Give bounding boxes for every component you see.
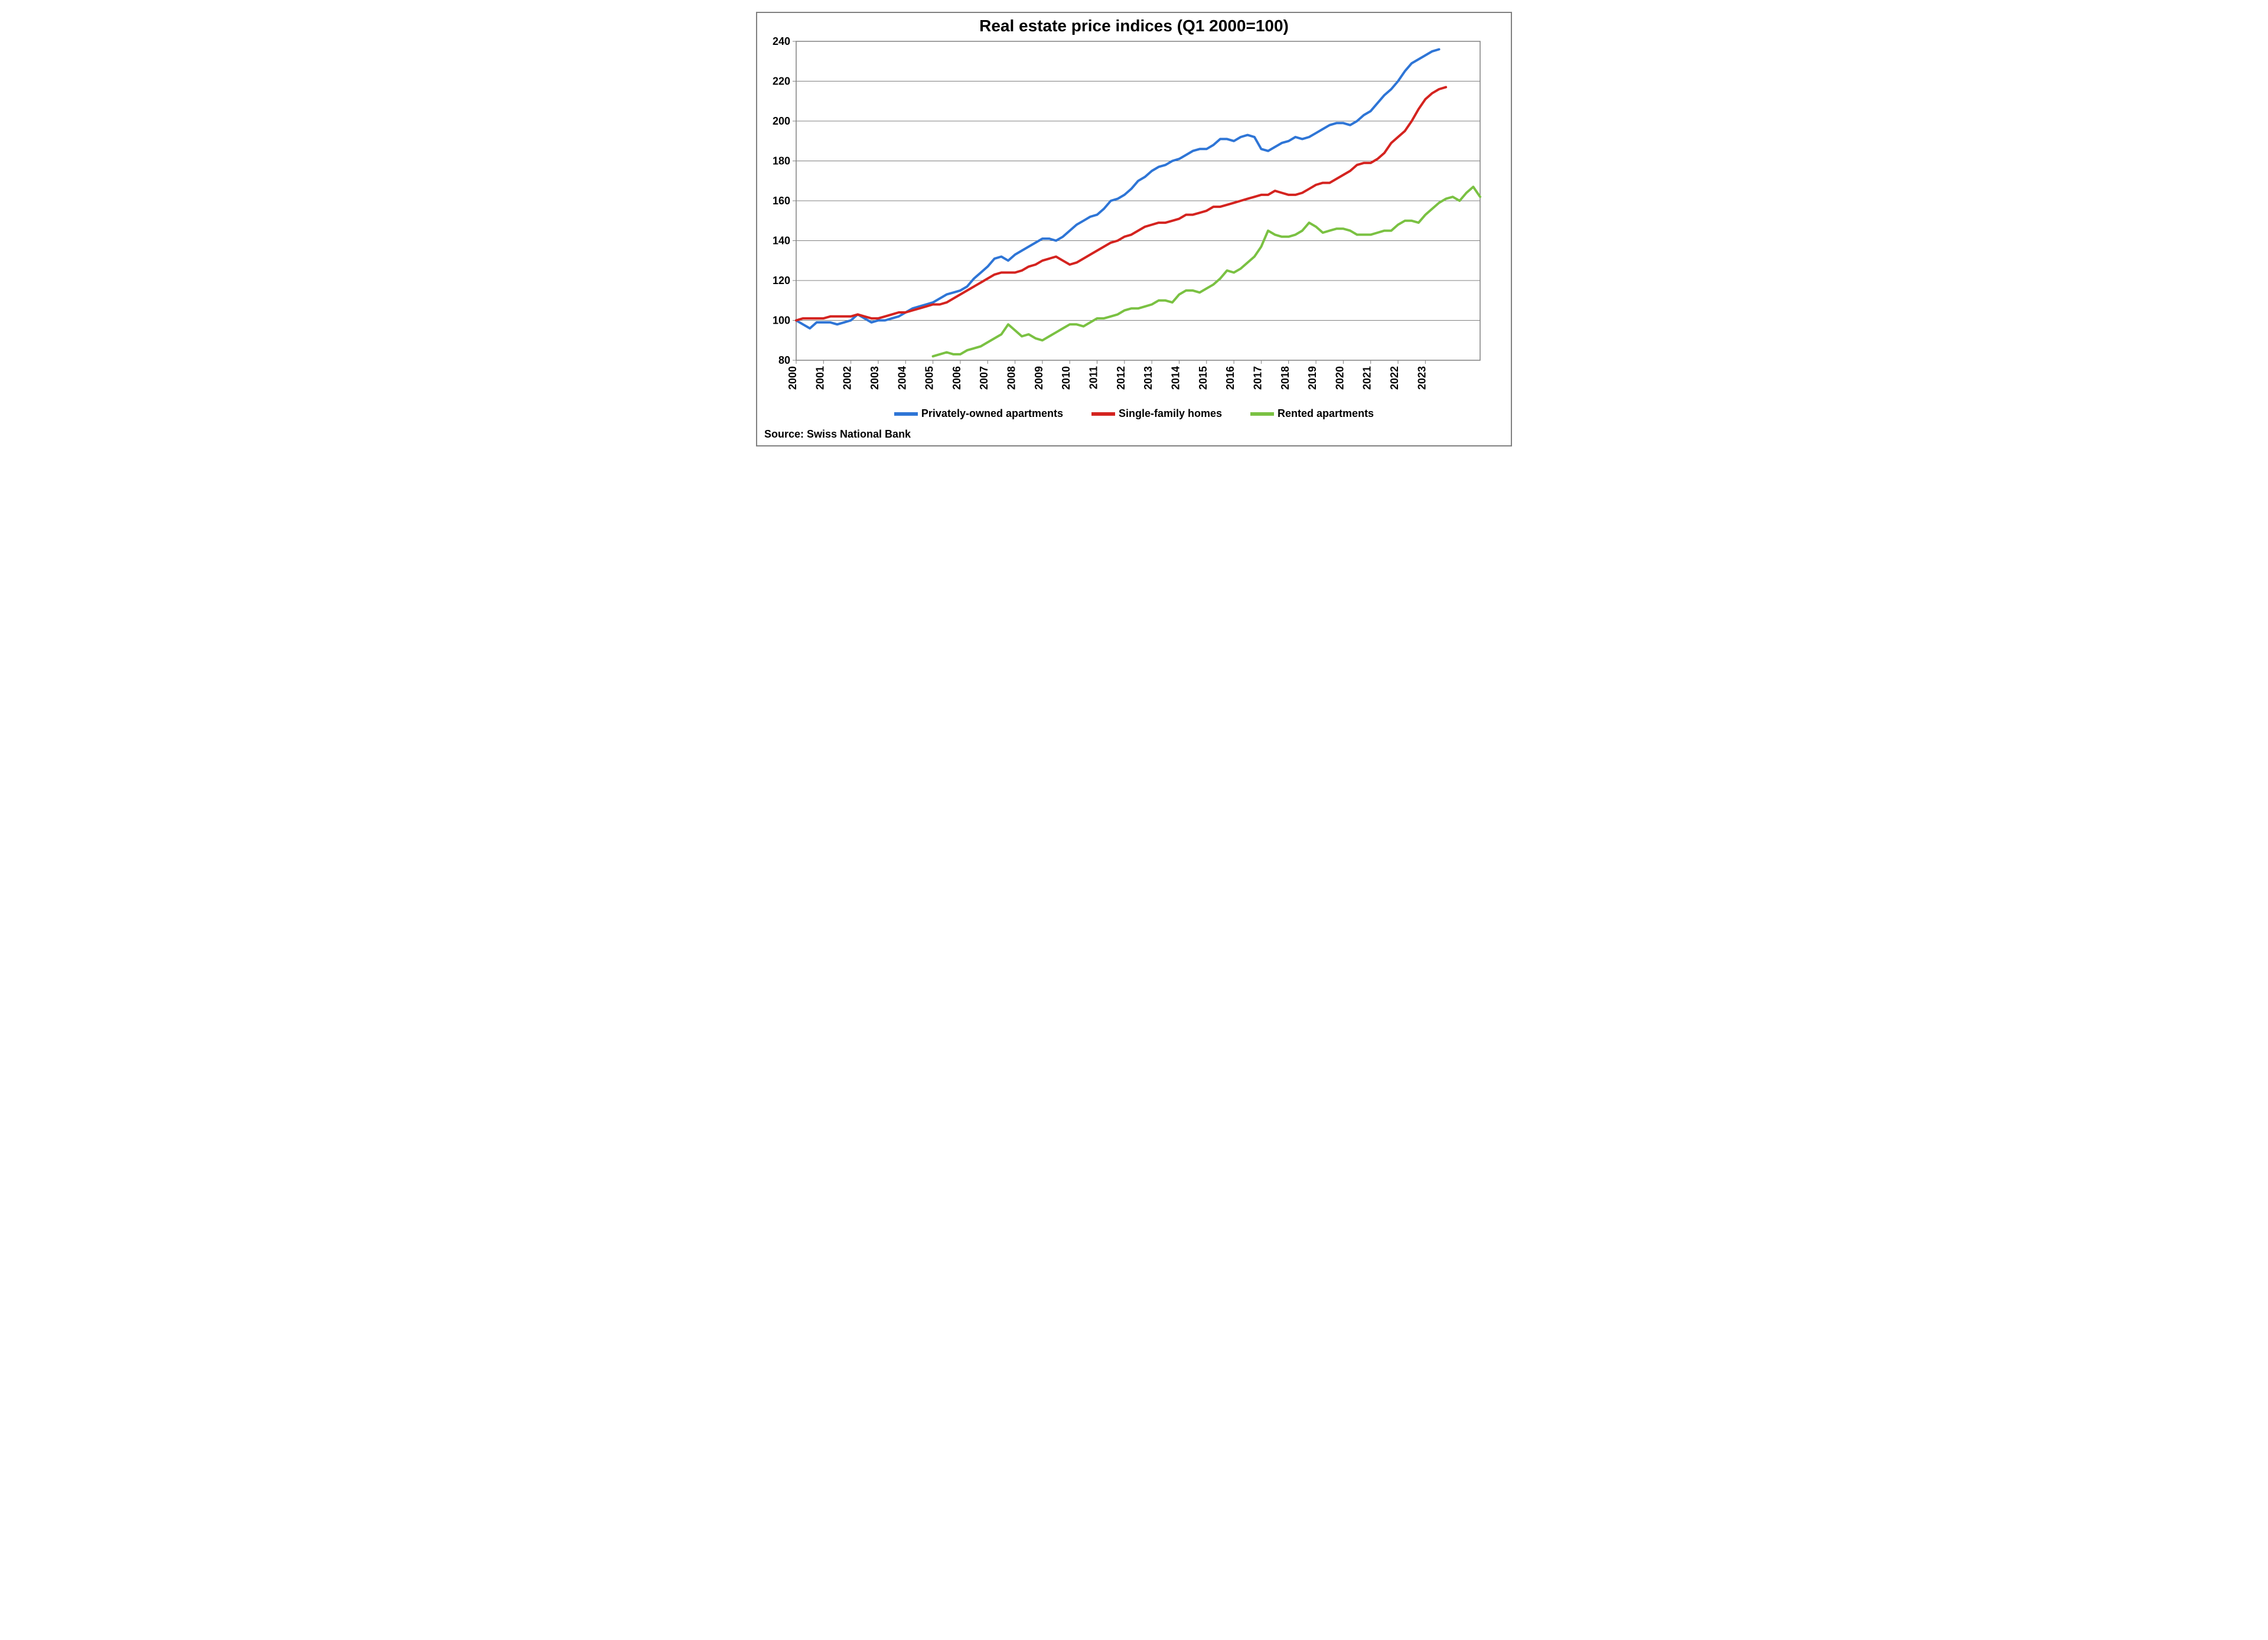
- svg-text:2002: 2002: [842, 366, 853, 390]
- svg-text:2022: 2022: [1389, 366, 1400, 390]
- svg-text:160: 160: [773, 195, 790, 207]
- svg-text:2006: 2006: [951, 366, 963, 390]
- svg-text:2000: 2000: [787, 366, 799, 390]
- legend-label: Single-family homes: [1119, 407, 1222, 420]
- svg-text:2012: 2012: [1115, 366, 1127, 390]
- svg-text:2021: 2021: [1361, 366, 1373, 390]
- legend-swatch: [1091, 412, 1115, 416]
- svg-text:2013: 2013: [1142, 366, 1154, 390]
- svg-text:240: 240: [773, 35, 790, 47]
- svg-text:2023: 2023: [1416, 366, 1428, 390]
- legend-label: Privately-owned apartments: [921, 407, 1063, 420]
- legend-item: Privately-owned apartments: [894, 407, 1063, 420]
- svg-text:200: 200: [773, 115, 790, 127]
- legend-swatch: [894, 412, 918, 416]
- svg-text:2010: 2010: [1060, 366, 1072, 390]
- svg-text:2003: 2003: [869, 366, 881, 390]
- svg-text:2009: 2009: [1033, 366, 1045, 390]
- svg-text:220: 220: [773, 76, 790, 87]
- svg-text:2007: 2007: [978, 366, 990, 390]
- svg-text:2005: 2005: [924, 366, 936, 390]
- svg-text:2001: 2001: [814, 366, 826, 390]
- svg-text:2008: 2008: [1006, 366, 1018, 390]
- legend-swatch: [1250, 412, 1274, 416]
- chart-plot: 80 100 120 140 160 180 200 220 240 2000 2001 2002 20…: [761, 35, 1507, 402]
- legend-item: Rented apartments: [1250, 407, 1374, 420]
- svg-text:2016: 2016: [1224, 366, 1236, 390]
- svg-text:80: 80: [778, 354, 790, 366]
- chart-title: Real estate price indices (Q1 2000=100): [761, 17, 1507, 35]
- legend-label: Rented apartments: [1278, 407, 1374, 420]
- svg-text:2017: 2017: [1252, 366, 1263, 390]
- svg-text:120: 120: [773, 275, 790, 286]
- svg-text:100: 100: [773, 315, 790, 327]
- svg-text:140: 140: [773, 235, 790, 247]
- line-chart-svg: 80 100 120 140 160 180 200 220 240 2000 2001 2002 20…: [761, 35, 1487, 402]
- svg-text:2019: 2019: [1306, 366, 1318, 390]
- svg-text:2018: 2018: [1279, 366, 1291, 390]
- chart-card: Real estate price indices (Q1 2000=100) …: [756, 12, 1512, 446]
- legend: Privately-owned apartments Single-family …: [761, 407, 1507, 420]
- svg-text:2015: 2015: [1197, 366, 1209, 390]
- source-label: Source: Swiss National Bank: [764, 428, 1507, 441]
- svg-text:2011: 2011: [1088, 366, 1100, 389]
- svg-text:180: 180: [773, 155, 790, 167]
- svg-text:2004: 2004: [896, 366, 908, 390]
- svg-text:2020: 2020: [1334, 366, 1345, 390]
- legend-item: Single-family homes: [1091, 407, 1222, 420]
- svg-text:2014: 2014: [1169, 366, 1181, 390]
